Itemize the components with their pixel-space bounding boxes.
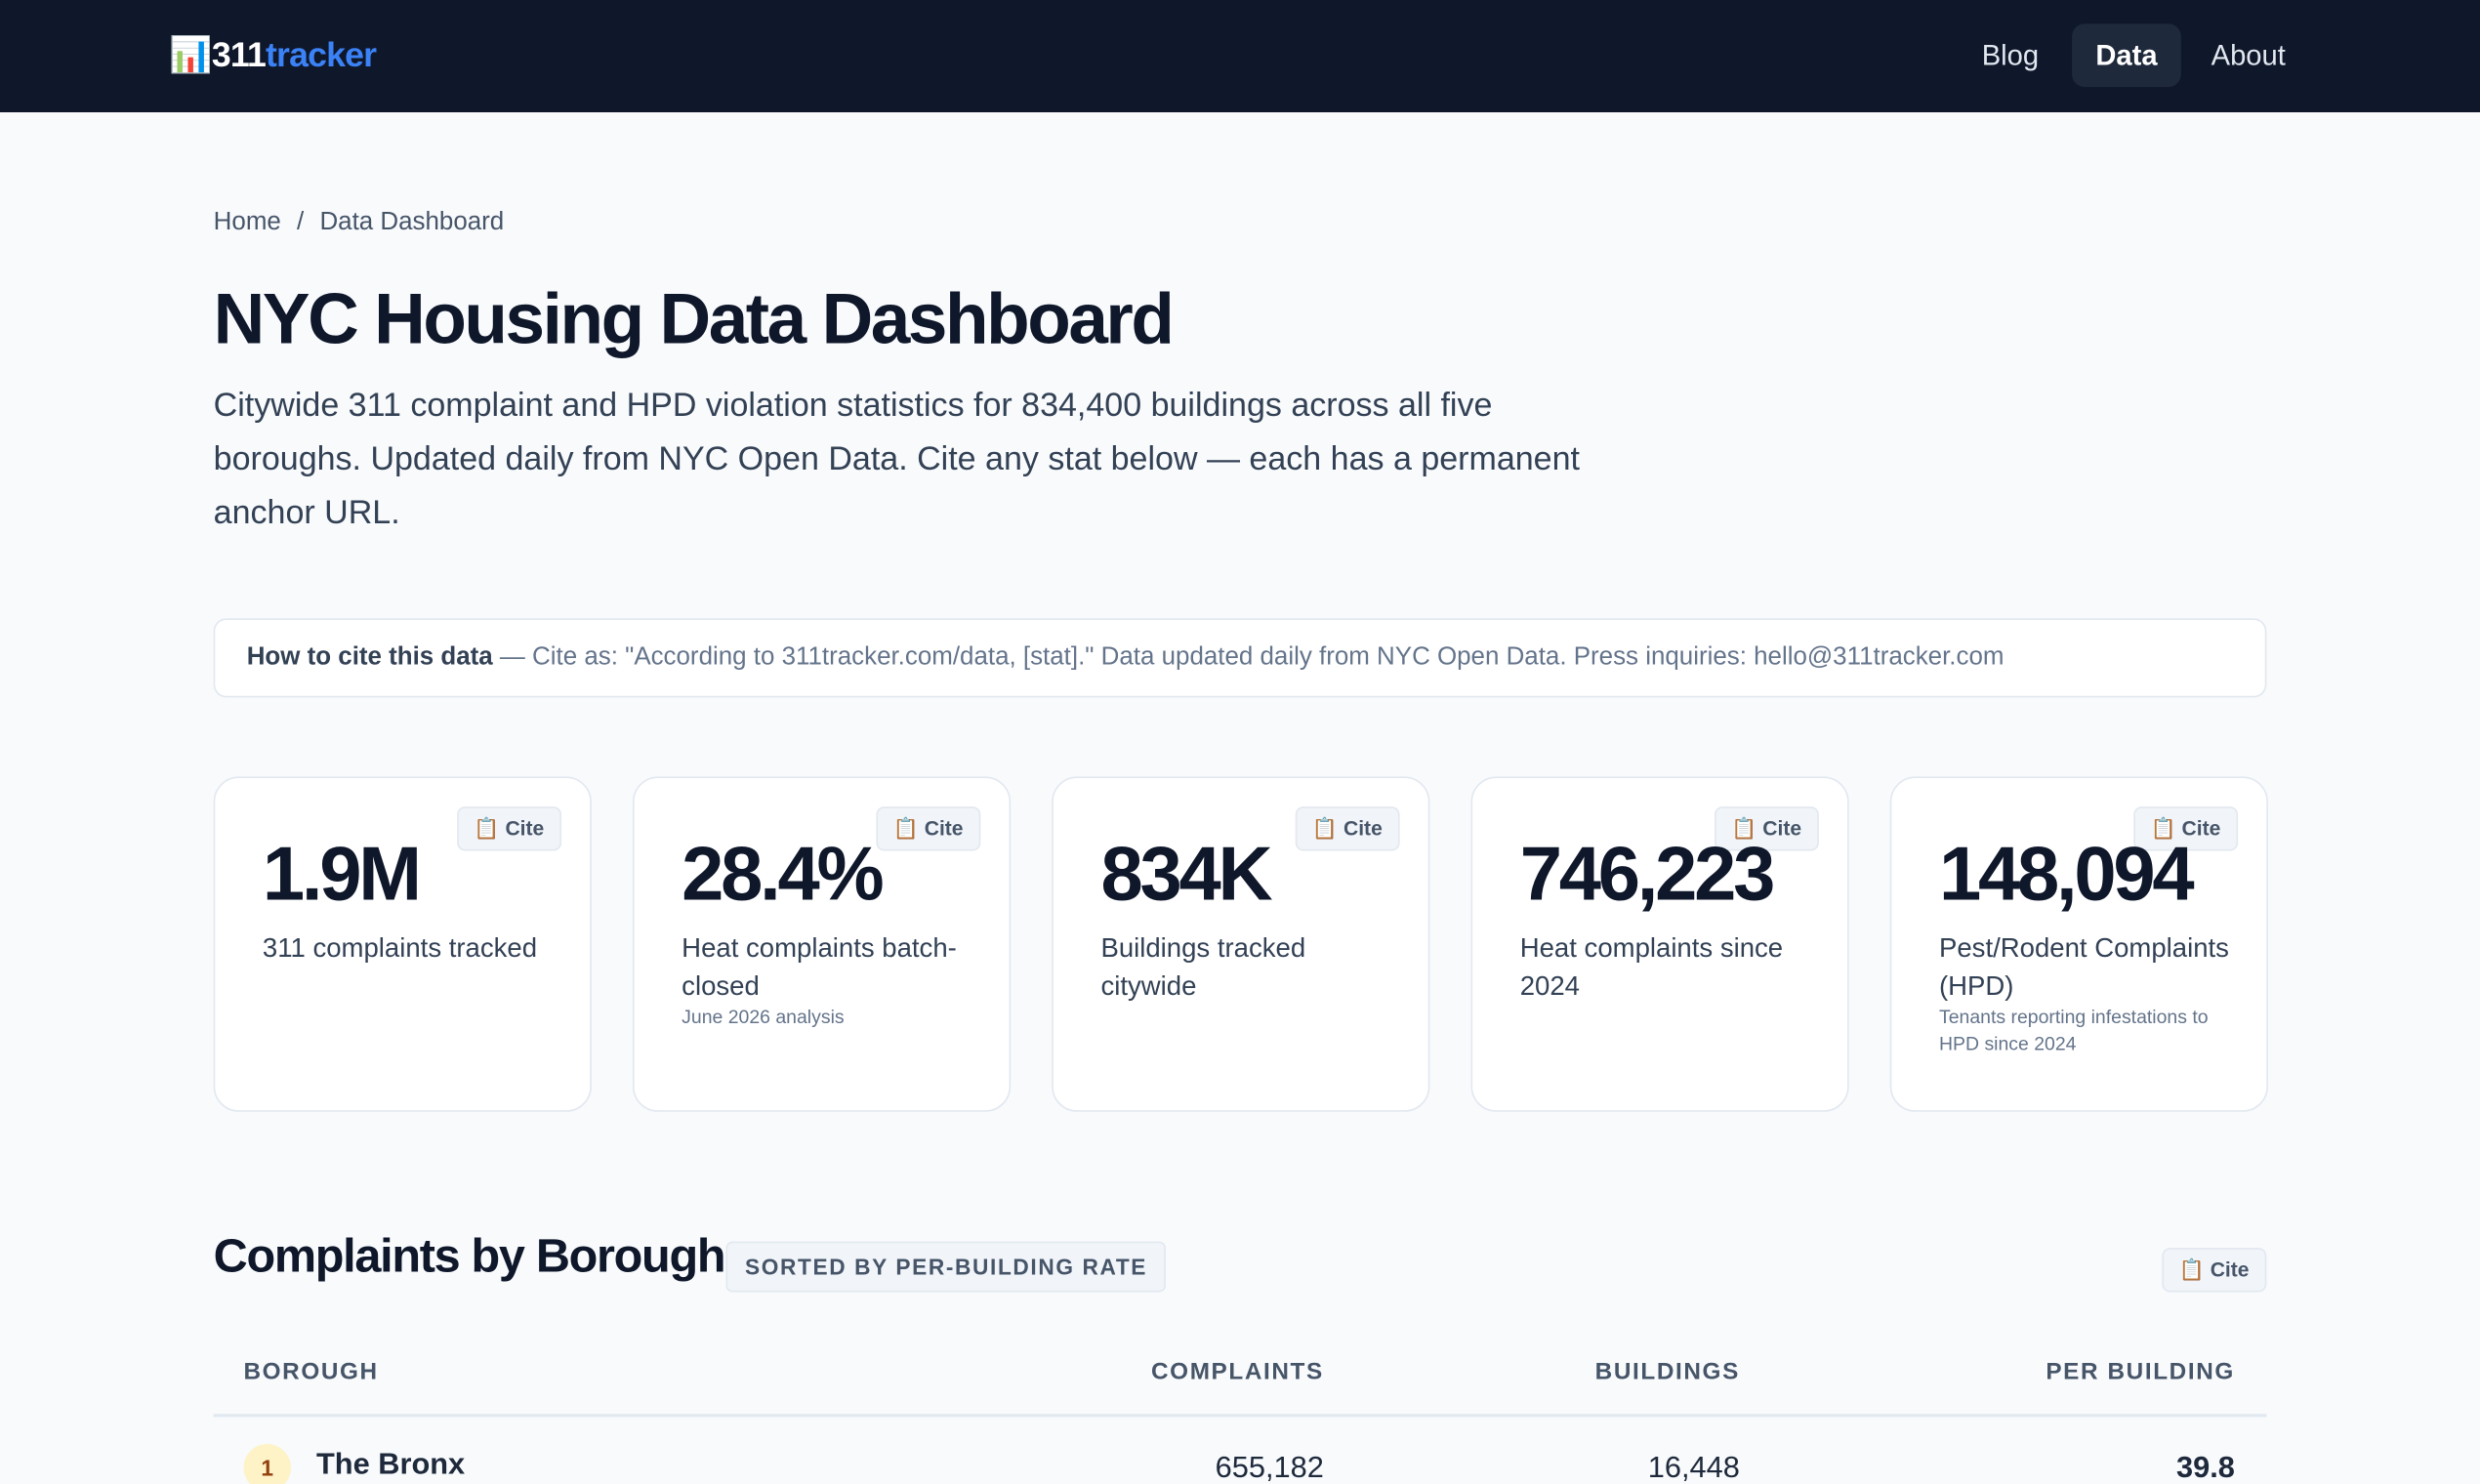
- breadcrumb: Home / Data Dashboard: [214, 209, 520, 237]
- table-header: BOROUGH: [243, 1358, 379, 1386]
- cite-box: How to cite this data — Cite as: "Accord…: [213, 618, 2267, 698]
- cite-label: How to cite this data: [246, 643, 493, 671]
- stat-card: 📋 Cite 746,223 Heat complaints since 2024: [1470, 776, 1849, 1112]
- stat-label: Heat complaints since 2024: [1519, 932, 1784, 1002]
- stat-label: Buildings tracked citywide: [1100, 932, 1306, 1002]
- cite-text: Cite: [924, 815, 964, 841]
- stat-value: 834K: [1100, 833, 1272, 918]
- cite-button[interactable]: 📋 Cite: [2161, 1248, 2267, 1293]
- table-header: PER BUILDING: [2046, 1358, 2235, 1386]
- table-rule: [213, 1414, 2267, 1418]
- crumb-sep: /: [297, 208, 305, 236]
- nav-bar: 📊311tracker Blog Data About: [0, 0, 2480, 113]
- crumb-link[interactable]: Home: [213, 208, 281, 236]
- cite-text: — Cite as: "According to 311tracker.com/…: [492, 643, 2005, 671]
- crumb-current: Data Dashboard: [319, 208, 505, 236]
- stat-note: Tenants reporting infestations to HPD si…: [1938, 1006, 2209, 1055]
- stat-value: 1.9M: [262, 833, 422, 918]
- sort-badge: SORTED BY PER-BUILDING RATE: [725, 1241, 1167, 1293]
- clip-icon: 📋: [474, 815, 506, 841]
- clip-icon: 📋: [892, 815, 925, 841]
- cell: 655,182: [1215, 1452, 1324, 1484]
- rank-badge: 1: [243, 1443, 292, 1484]
- stat-label: Pest/Rodent Complaints (HPD): [1938, 932, 2229, 1002]
- cell: 39.8: [2176, 1452, 2235, 1484]
- clip-icon: 📋: [1731, 815, 1763, 841]
- logo[interactable]: 📊311tracker: [169, 34, 377, 76]
- table-header: COMPLAINTS: [1151, 1358, 1324, 1386]
- borough-name: The Bronx: [315, 1448, 466, 1482]
- stat-card: 📋 Cite 28.4% Heat complaints batch-closed J…: [632, 776, 1012, 1112]
- cite-text: Cite: [1343, 815, 1383, 841]
- nav-link[interactable]: About: [2211, 39, 2286, 71]
- cite-text: Cite: [2210, 1257, 2250, 1282]
- stat-card: 📋 Cite 834K Buildings tracked citywide: [1052, 776, 1430, 1112]
- clip-icon: 📋: [2178, 1257, 2211, 1282]
- clip-icon: 📋: [1311, 815, 1344, 841]
- stat-card: 📋 Cite 148,094 Pest/Rodent Complaints (HPD…: [1889, 776, 2268, 1112]
- clip-icon: 📋: [2150, 815, 2182, 841]
- cite-button[interactable]: 📋 Cite: [456, 806, 562, 851]
- cite-button[interactable]: 📋 Cite: [1295, 806, 1400, 851]
- stat-label: Heat complaints batch-closed: [682, 932, 957, 1002]
- stat-value: 746,223: [1519, 833, 1776, 918]
- stat-value: 148,094: [1938, 833, 2195, 918]
- cite-text: Cite: [2181, 815, 2221, 841]
- table-header: BUILDINGS: [1594, 1358, 1740, 1386]
- stat-card: 📋 Cite 1.9M 311 complaints tracked: [213, 776, 592, 1112]
- stat-value: 28.4%: [682, 833, 885, 918]
- logo-word: tracker: [265, 34, 377, 75]
- nav-link[interactable]: Blog: [1981, 39, 2040, 71]
- cite-button[interactable]: 📋 Cite: [1714, 806, 1819, 851]
- stat-note: June 2026 analysis: [682, 1006, 845, 1028]
- section-title: Complaints by Borough: [213, 1230, 726, 1283]
- stat-label: 311 complaints tracked: [262, 932, 538, 964]
- cite-text: Cite: [1762, 815, 1802, 841]
- nav-link[interactable]: Data: [2072, 23, 2181, 88]
- cite-text: Cite: [505, 815, 545, 841]
- page-title: NYC Housing Data Dashboard: [213, 278, 1175, 359]
- cell: 16,448: [1647, 1452, 1740, 1484]
- cite-button[interactable]: 📋 Cite: [2132, 806, 2239, 851]
- intro: Citywide 311 complaint and HPD violation…: [213, 387, 1580, 532]
- logo-number: 311: [211, 34, 267, 75]
- logo-icon: 📊: [169, 34, 212, 75]
- cite-button[interactable]: 📋 Cite: [875, 806, 981, 851]
